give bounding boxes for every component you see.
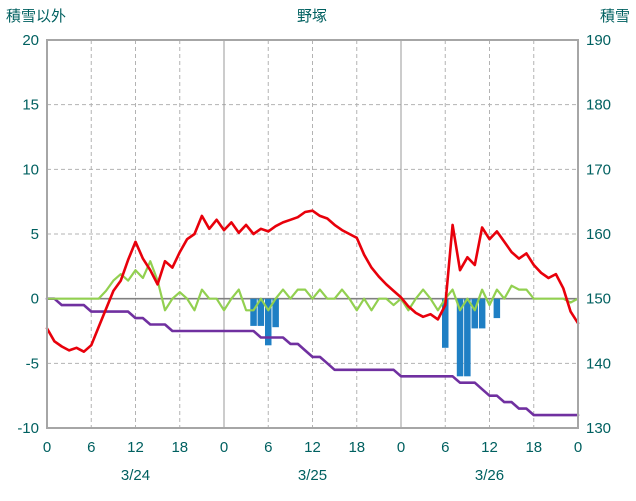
left-tick-label: 15 <box>22 97 39 114</box>
hour-tick-label: 18 <box>171 439 188 456</box>
left-tick-label: -10 <box>17 420 39 437</box>
right-tick-label: 130 <box>586 420 611 437</box>
chart-title: 野塚 <box>297 8 327 25</box>
left-tick-label: 0 <box>31 291 39 308</box>
left-axis-title: 積雪以外 <box>6 8 66 25</box>
hour-tick-label: 6 <box>87 439 95 456</box>
precipitation-bar <box>464 298 471 377</box>
date-label: 3/26 <box>475 467 504 484</box>
precipitation-bar <box>493 298 501 319</box>
hour-tick-label: 0 <box>397 439 405 456</box>
right-tick-label: 180 <box>586 97 611 114</box>
hour-tick-label: 12 <box>304 439 321 456</box>
left-tick-label: 5 <box>31 226 39 243</box>
hour-tick-label: 6 <box>441 439 449 456</box>
right-axis-title: 積雪 <box>600 8 630 25</box>
hour-tick-label: 12 <box>127 439 144 456</box>
precipitation-bar <box>478 298 486 329</box>
precipitation-bar <box>265 298 272 346</box>
precipitation-bar <box>456 298 464 377</box>
left-tick-label: 20 <box>22 32 39 49</box>
hour-tick-label: 6 <box>264 439 272 456</box>
hour-tick-label: 18 <box>525 439 542 456</box>
precipitation-bar <box>272 298 279 328</box>
left-tick-label: -5 <box>26 355 39 372</box>
green-line <box>45 260 580 312</box>
right-tick-label: 150 <box>586 291 611 308</box>
precipitation-bar <box>471 298 478 329</box>
snow-depth-line <box>45 297 580 417</box>
hour-tick-label: 18 <box>348 439 365 456</box>
right-tick-label: 140 <box>586 355 611 372</box>
precipitation-bar <box>250 298 257 326</box>
right-tick-label: 190 <box>586 32 611 49</box>
right-tick-label: 160 <box>586 226 611 243</box>
right-tick-label: 170 <box>586 161 611 178</box>
precipitation-bar <box>257 298 265 326</box>
hour-tick-label: 0 <box>220 439 228 456</box>
left-tick-label: 10 <box>22 161 39 178</box>
date-label: 3/24 <box>121 467 150 484</box>
hour-tick-label: 12 <box>481 439 498 456</box>
hour-tick-label: 0 <box>574 439 582 456</box>
precipitation-bar <box>442 298 449 348</box>
date-label: 3/25 <box>298 467 327 484</box>
plot-border <box>46 39 579 429</box>
temperature-line <box>45 209 580 354</box>
hour-tick-label: 0 <box>43 439 51 456</box>
